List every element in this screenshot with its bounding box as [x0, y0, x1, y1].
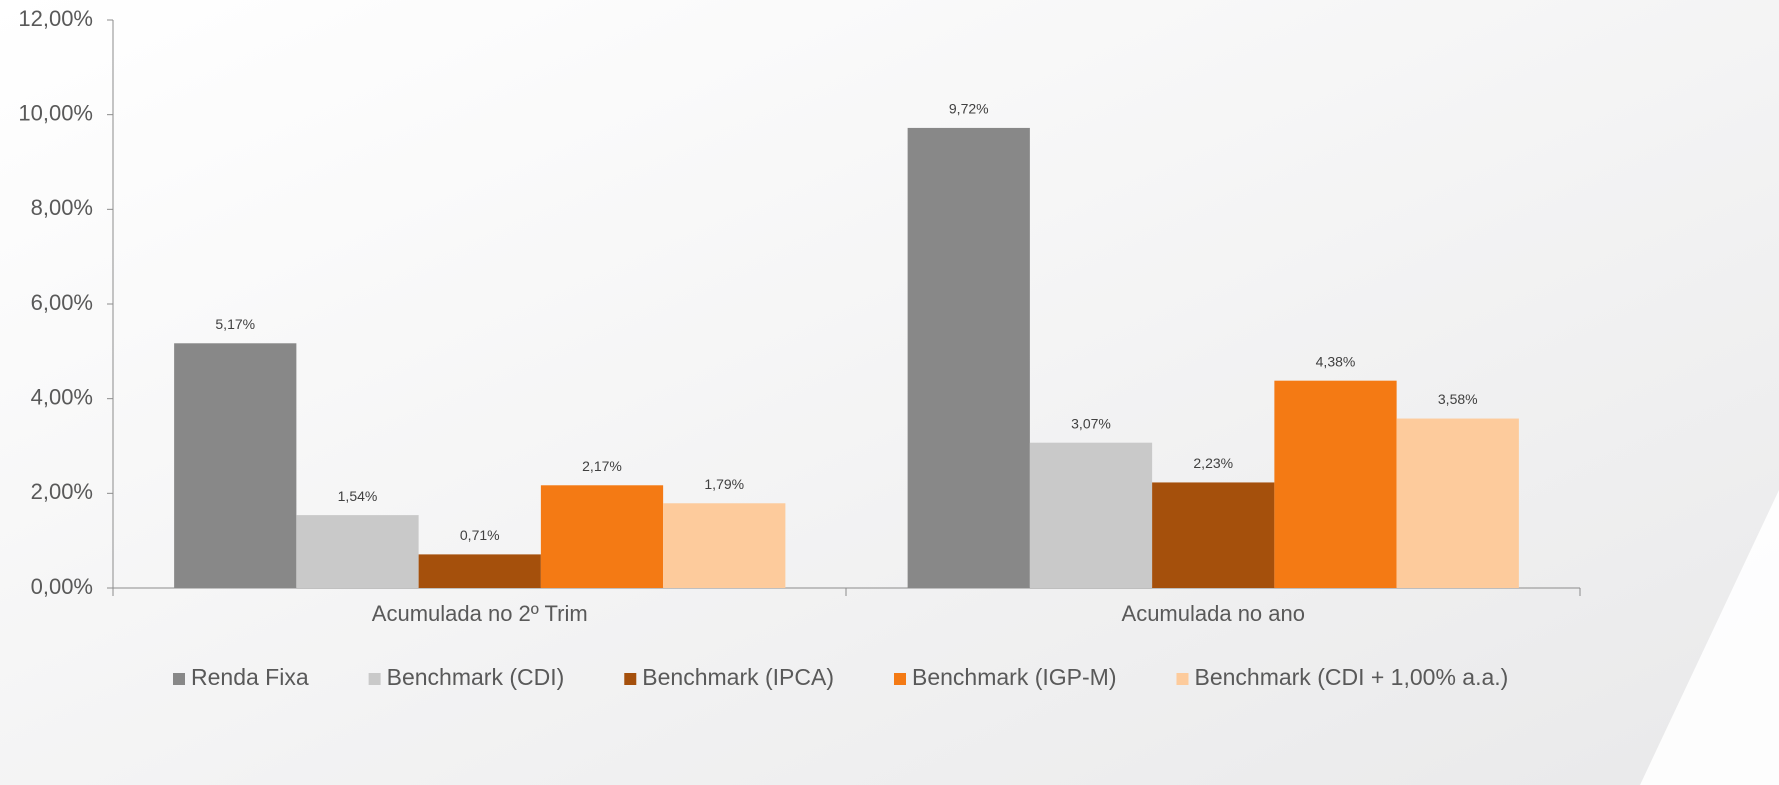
data-label: 9,72%: [949, 101, 989, 117]
y-tick-label: 8,00%: [31, 195, 93, 220]
legend-swatch: [894, 673, 906, 685]
data-label: 1,79%: [704, 476, 744, 492]
bar: [174, 343, 297, 588]
legend-swatch: [1176, 673, 1189, 685]
y-tick-label: 6,00%: [31, 290, 93, 315]
y-tick-label: 2,00%: [31, 479, 93, 504]
data-label: 5,17%: [215, 316, 255, 332]
bar: [418, 554, 541, 588]
background-swoosh: [1640, 490, 1779, 785]
legend-label: Benchmark (IPCA): [642, 664, 834, 690]
data-label: 3,07%: [1071, 415, 1111, 431]
bar: [1274, 380, 1397, 588]
data-label: 4,38%: [1316, 353, 1356, 369]
bar: [296, 515, 419, 588]
legend-label: Benchmark (IGP-M): [912, 664, 1116, 690]
data-label: 3,58%: [1438, 391, 1478, 407]
data-label: 1,54%: [338, 488, 378, 504]
bar: [1152, 482, 1275, 588]
legend-label: Renda Fixa: [191, 664, 309, 690]
y-tick-label: 0,00%: [31, 574, 93, 599]
legend-swatch: [624, 673, 637, 685]
data-label: 0,71%: [460, 527, 500, 543]
bar: [540, 485, 664, 588]
legend-label: Benchmark (CDI): [387, 664, 565, 690]
x-tick-label: Acumulada no ano: [1122, 601, 1305, 626]
y-tick-label: 12,00%: [18, 6, 93, 31]
legend-label: Benchmark (CDI + 1,00% a.a.): [1194, 664, 1508, 690]
bar: [663, 503, 786, 588]
bar: [907, 127, 1030, 589]
bar: [1396, 418, 1519, 588]
data-label: 2,17%: [582, 458, 622, 474]
legend-swatch: [173, 673, 185, 685]
y-tick-label: 10,00%: [18, 100, 93, 125]
data-label: 2,23%: [1193, 455, 1233, 471]
y-tick-label: 4,00%: [31, 384, 93, 409]
legend-swatch: [368, 673, 381, 685]
bar: [1029, 442, 1153, 588]
x-tick-label: Acumulada no 2º Trim: [372, 601, 588, 626]
